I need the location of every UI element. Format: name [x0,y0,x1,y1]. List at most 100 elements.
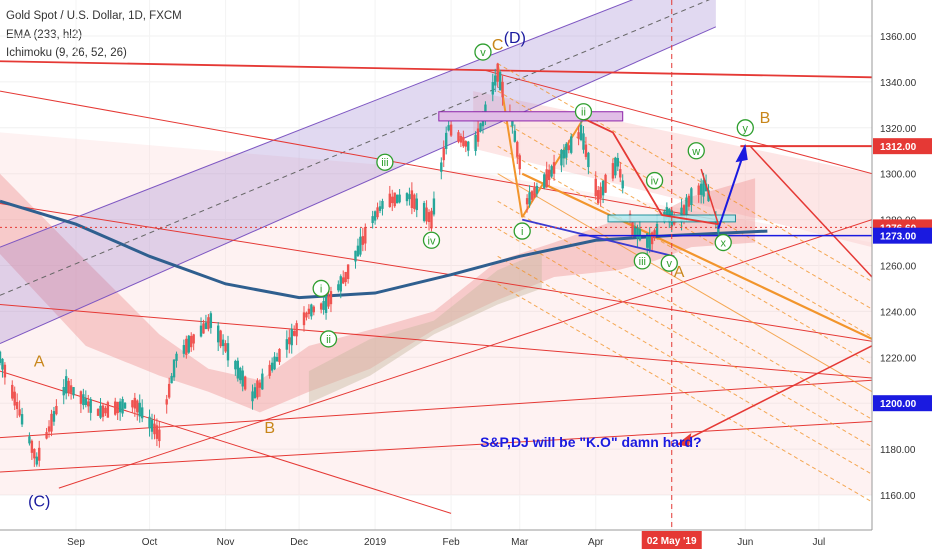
candle-body [646,233,649,248]
candle [611,158,615,182]
candle-body [207,317,210,330]
candle [547,164,551,186]
wave-label: ii [326,334,331,346]
candle-body [185,338,188,355]
candle [359,228,362,257]
arrow-head [735,143,748,163]
candle-body [533,187,536,198]
pitchfork-median [521,172,872,340]
candle [64,369,68,400]
candle-body [570,136,573,153]
wave-label-circled: y [736,119,754,137]
pitchfork-line [497,283,872,503]
candle-body [167,383,171,398]
candle-body [256,380,259,398]
candle-body [89,399,92,413]
candle [150,413,154,440]
candle [570,133,573,155]
candle-body [79,391,83,404]
candle-body [337,284,340,291]
candle [62,379,65,405]
candle-body [631,222,634,236]
candle [251,384,254,410]
candle [3,362,7,385]
candle [131,399,134,413]
candle-body [82,394,85,406]
candle-body [322,301,325,310]
candle-body [442,147,445,161]
candle [344,271,347,287]
rising-channel-bottom [0,26,717,344]
candle [498,69,502,91]
wave-label-circled: x [714,233,732,252]
candle [307,304,311,319]
candle-body [278,348,281,363]
wave-label: (D) [504,30,526,47]
candle [391,189,394,212]
candle [494,68,497,93]
candle [170,373,173,384]
wave-label: iii [639,256,646,268]
candle-body [243,376,247,390]
candle-body [513,130,517,142]
candle-body [33,448,36,459]
candle-body [123,402,127,409]
trend-line [0,421,872,473]
candle [221,334,225,355]
candle [106,400,110,418]
candle-body [38,447,41,461]
candle [101,402,105,422]
candle-body [415,198,418,211]
candle-body [131,400,134,408]
candle-body [378,206,382,211]
candle-body [253,387,257,399]
candle-body [236,360,240,379]
candle-body [312,306,316,313]
candle [55,399,58,416]
candle-body [584,144,588,157]
candle-body [501,81,504,98]
candle [312,305,316,316]
candle-body [543,174,546,188]
candle-body [361,236,365,245]
ema-line [0,199,768,300]
candle-body [650,232,654,245]
candle [33,448,36,467]
candle [30,439,34,460]
candle [464,140,468,153]
candle-body [172,359,176,378]
candle-body [528,192,531,205]
candle [596,185,600,205]
candle-body [491,82,494,95]
candle [138,394,141,423]
candle-body [462,136,465,147]
candle [619,162,622,183]
candle [322,296,325,315]
candle-body [28,436,31,444]
candle-body [344,271,347,283]
candle [185,335,188,359]
trend-line [58,219,872,489]
candle-body [87,401,90,407]
candle [72,386,75,399]
candle-body [47,426,51,432]
candle-body [518,155,521,170]
candle [425,200,428,225]
candle [199,317,203,338]
trend-line [0,90,716,221]
candle-body [175,353,178,361]
candle-body [187,335,190,353]
candle [155,418,159,447]
candle-body [422,202,426,221]
candle [305,311,308,321]
candle [69,379,73,400]
candle [518,153,521,175]
candle [268,360,271,379]
supply-zone [438,111,624,122]
candle [290,323,293,354]
rising-channel-top [0,0,634,248]
candle [258,379,262,397]
candle [413,193,416,212]
candle [373,210,377,225]
